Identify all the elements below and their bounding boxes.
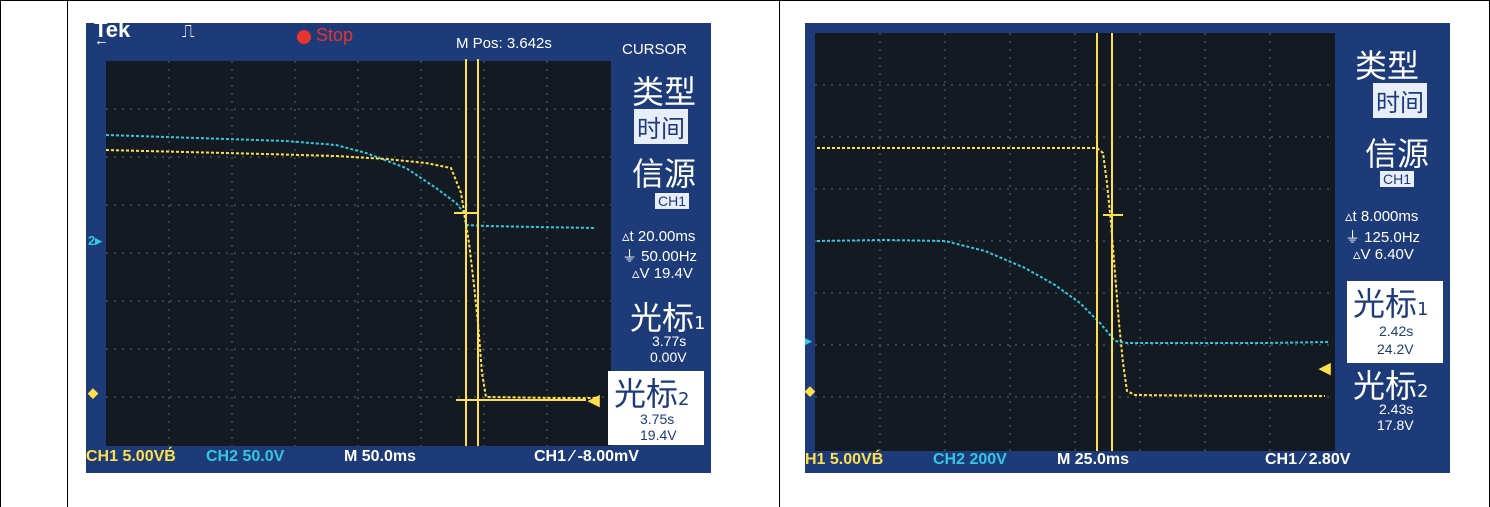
svg-text:◆: ◆	[805, 383, 816, 398]
timebase-readout: M 50.0ms	[344, 448, 417, 465]
table-top-border	[0, 0, 1490, 1]
waveform-display-left: ← 2▸ ◆ ◀	[87, 30, 611, 446]
cursor2-label: 光标2	[614, 375, 690, 413]
cursor1-label[interactable]: 光标1	[630, 299, 706, 337]
cursor1-voltage: 0.00V	[650, 349, 687, 365]
horizontal-position-readout: M Pos: 3.642s	[456, 35, 552, 52]
delta-voltage-readout-right: ▵V 6.40V	[1353, 246, 1414, 263]
source-value[interactable]: CH1	[655, 193, 690, 209]
trigger-status-icon: ⎍	[182, 23, 195, 41]
svg-text:◀: ◀	[587, 392, 600, 409]
delta-voltage-readout: ▵V 19.4V	[632, 265, 693, 282]
cursor-type-label: 类型	[632, 73, 697, 111]
ch2-scale: CH2 50.0V	[206, 448, 285, 465]
oscilloscope-photo-right: ▸ ◆ ◀ 类型 时间 信源 CH1 ▵t 8.000ms ⏚ 125.0Hz …	[805, 23, 1450, 473]
cursor2-voltage: 19.4V	[640, 427, 677, 443]
cursor2-voltage-right: 17.8V	[1377, 417, 1414, 433]
cursor1-box-right[interactable]: 光标1 2.42s 24.2V	[1347, 281, 1443, 363]
table-left-border	[0, 0, 1, 507]
cursor2-time: 3.75s	[640, 411, 675, 427]
cursor2-box[interactable]: 光标2 3.75s 19.4V	[608, 371, 704, 445]
svg-text:◀: ◀	[1318, 360, 1331, 377]
svg-text:←: ←	[94, 32, 109, 49]
frequency-icon: ⏚	[622, 248, 642, 265]
timebase-readout-right: M 25.0ms	[1057, 451, 1130, 468]
source-label-right: 信源	[1365, 135, 1430, 173]
cursor2-time-right: 2.43s	[1379, 401, 1414, 417]
ch2-scale-right: CH2 200V	[933, 451, 1007, 468]
delta-time-readout-right: ▵t 8.000ms	[1345, 208, 1419, 225]
waveform-display-right: ▸ ◆ ◀	[805, 33, 1335, 451]
brand-label: Tek	[94, 23, 131, 42]
cursor-type-label-right: 类型	[1355, 47, 1420, 85]
source-label: 信源	[632, 155, 697, 193]
frequency-readout-right: ⏚ 125.0Hz	[1345, 229, 1421, 246]
cursor-type-value-right[interactable]: 时间	[1373, 83, 1427, 118]
cursor1-label-right: 光标1	[1353, 285, 1429, 323]
cursor2-label-right[interactable]: 光标2	[1353, 367, 1429, 405]
svg-text:▸: ▸	[805, 333, 813, 348]
cursor-type-value[interactable]: 时间	[634, 109, 688, 144]
table-column-divider-middle	[779, 0, 780, 507]
trigger-readout: CH1 ∕ -8.00mV	[534, 448, 639, 465]
run-stop-status[interactable]: Stop	[316, 25, 354, 45]
trigger-readout-right: CH1 ∕ 2.80V	[1265, 451, 1351, 468]
table-column-divider	[67, 0, 68, 507]
svg-text:2▸: 2▸	[88, 233, 103, 248]
frequency-icon-right: ⏚	[1345, 229, 1365, 246]
frequency-readout: ⏚ 50.00Hz	[622, 248, 698, 265]
oscilloscope-photo-left: ← 2▸ ◆ ◀ Tek ⎍ Stop M Pos: 3.642s CURSOR…	[86, 23, 711, 473]
ch1-scale: CH1 5.00VB́	[86, 448, 176, 465]
menu-title: CURSOR	[622, 41, 688, 58]
ch1-scale-right: H1 5.00VB́	[805, 451, 884, 468]
delta-time-readout: ▵t 20.00ms	[622, 228, 696, 245]
svg-text:◆: ◆	[87, 385, 99, 400]
cursor1-time: 3.77s	[652, 333, 687, 349]
cursor1-time-right: 2.42s	[1379, 323, 1414, 339]
cursor1-voltage-right: 24.2V	[1377, 341, 1414, 357]
source-value-right[interactable]: CH1	[1380, 171, 1415, 187]
